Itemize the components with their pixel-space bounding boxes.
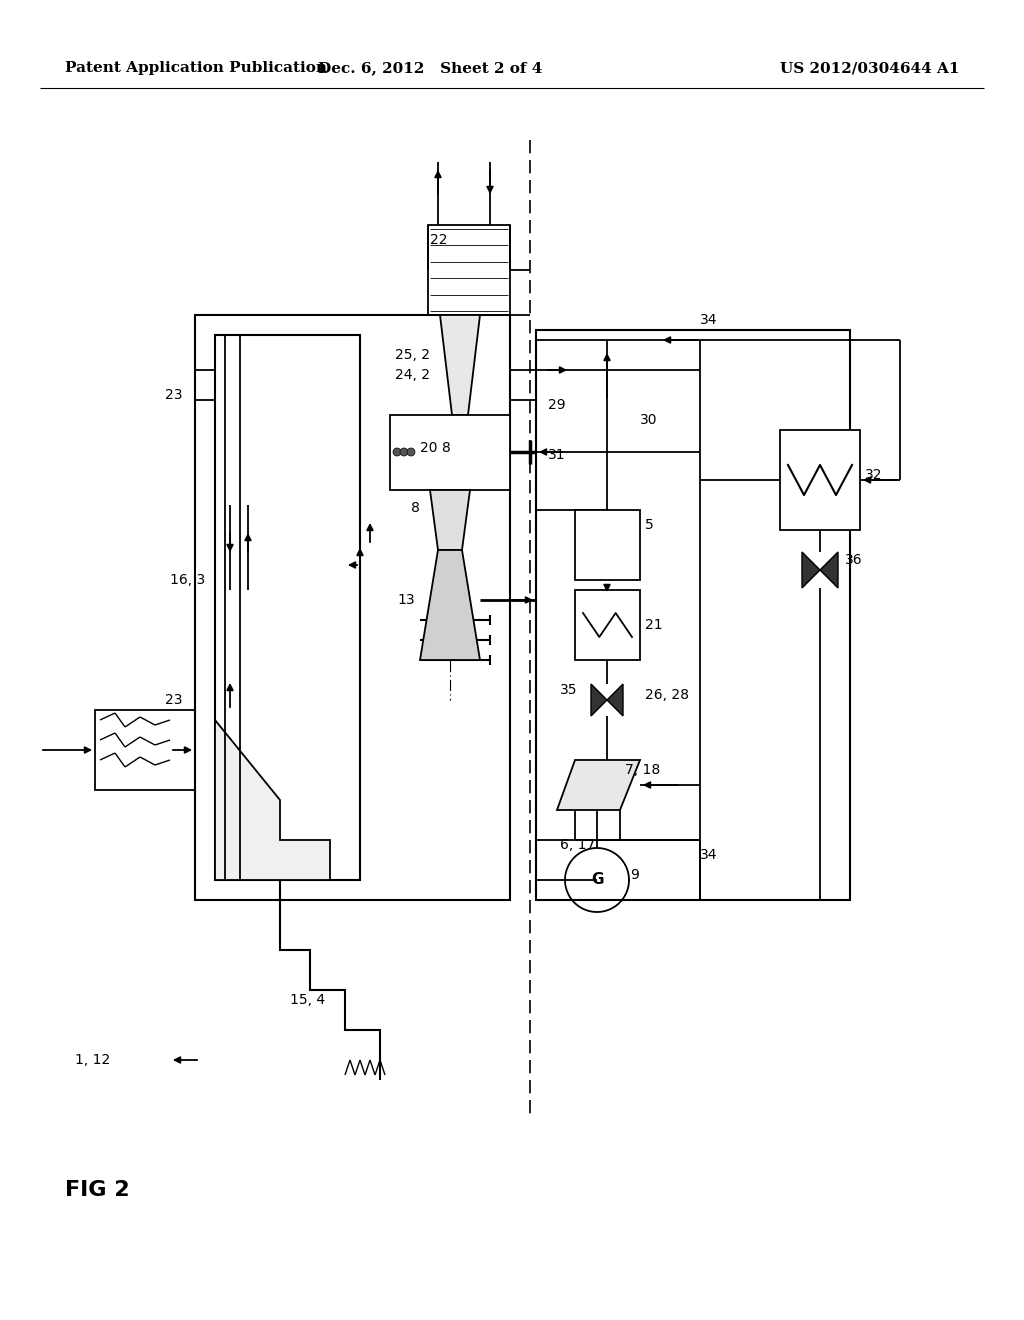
Text: Patent Application Publication: Patent Application Publication	[65, 61, 327, 75]
Text: 9: 9	[630, 869, 639, 882]
Polygon shape	[430, 490, 470, 550]
Text: 31: 31	[548, 447, 565, 462]
Text: 7, 18: 7, 18	[625, 763, 660, 777]
Text: 1, 12: 1, 12	[75, 1053, 111, 1067]
Bar	[575, 510, 640, 579]
Bar	[95, 710, 195, 789]
Text: 8: 8	[411, 502, 420, 515]
Text: 34: 34	[700, 847, 718, 862]
Text: Dec. 6, 2012   Sheet 2 of 4: Dec. 6, 2012 Sheet 2 of 4	[317, 61, 542, 75]
Text: 5: 5	[645, 517, 653, 532]
Text: 25, 2: 25, 2	[395, 348, 430, 362]
Text: FIG 2: FIG 2	[65, 1180, 130, 1200]
Text: G: G	[591, 873, 603, 887]
Text: 23: 23	[165, 693, 182, 708]
Polygon shape	[557, 760, 640, 810]
Text: 23: 23	[165, 388, 182, 403]
Polygon shape	[215, 719, 330, 880]
Text: 16, 3: 16, 3	[170, 573, 205, 587]
Text: 22: 22	[430, 234, 447, 247]
Bar	[575, 590, 640, 660]
Text: 36: 36	[845, 553, 862, 568]
Text: 15, 4: 15, 4	[290, 993, 326, 1007]
Circle shape	[400, 447, 408, 455]
Text: 35: 35	[560, 682, 578, 697]
Text: 32: 32	[865, 469, 883, 482]
Bar	[215, 335, 360, 880]
Text: 13: 13	[397, 593, 415, 607]
Bar	[195, 315, 510, 900]
Bar	[780, 430, 860, 531]
Circle shape	[393, 447, 401, 455]
Text: 24, 2: 24, 2	[395, 368, 430, 381]
Polygon shape	[802, 552, 838, 587]
Bar	[536, 330, 850, 900]
Text: 26, 28: 26, 28	[645, 688, 689, 702]
Text: US 2012/0304644 A1: US 2012/0304644 A1	[780, 61, 961, 75]
Text: 34: 34	[700, 313, 718, 327]
Polygon shape	[440, 315, 480, 414]
Polygon shape	[591, 684, 623, 715]
Text: 21: 21	[645, 618, 663, 632]
Text: 20 8: 20 8	[420, 441, 451, 455]
Text: 29: 29	[548, 399, 565, 412]
Polygon shape	[420, 550, 480, 660]
Bar	[390, 414, 510, 490]
Bar	[428, 224, 510, 315]
Circle shape	[407, 447, 415, 455]
Text: 6, 17: 6, 17	[560, 838, 595, 851]
Text: 30: 30	[640, 413, 657, 426]
